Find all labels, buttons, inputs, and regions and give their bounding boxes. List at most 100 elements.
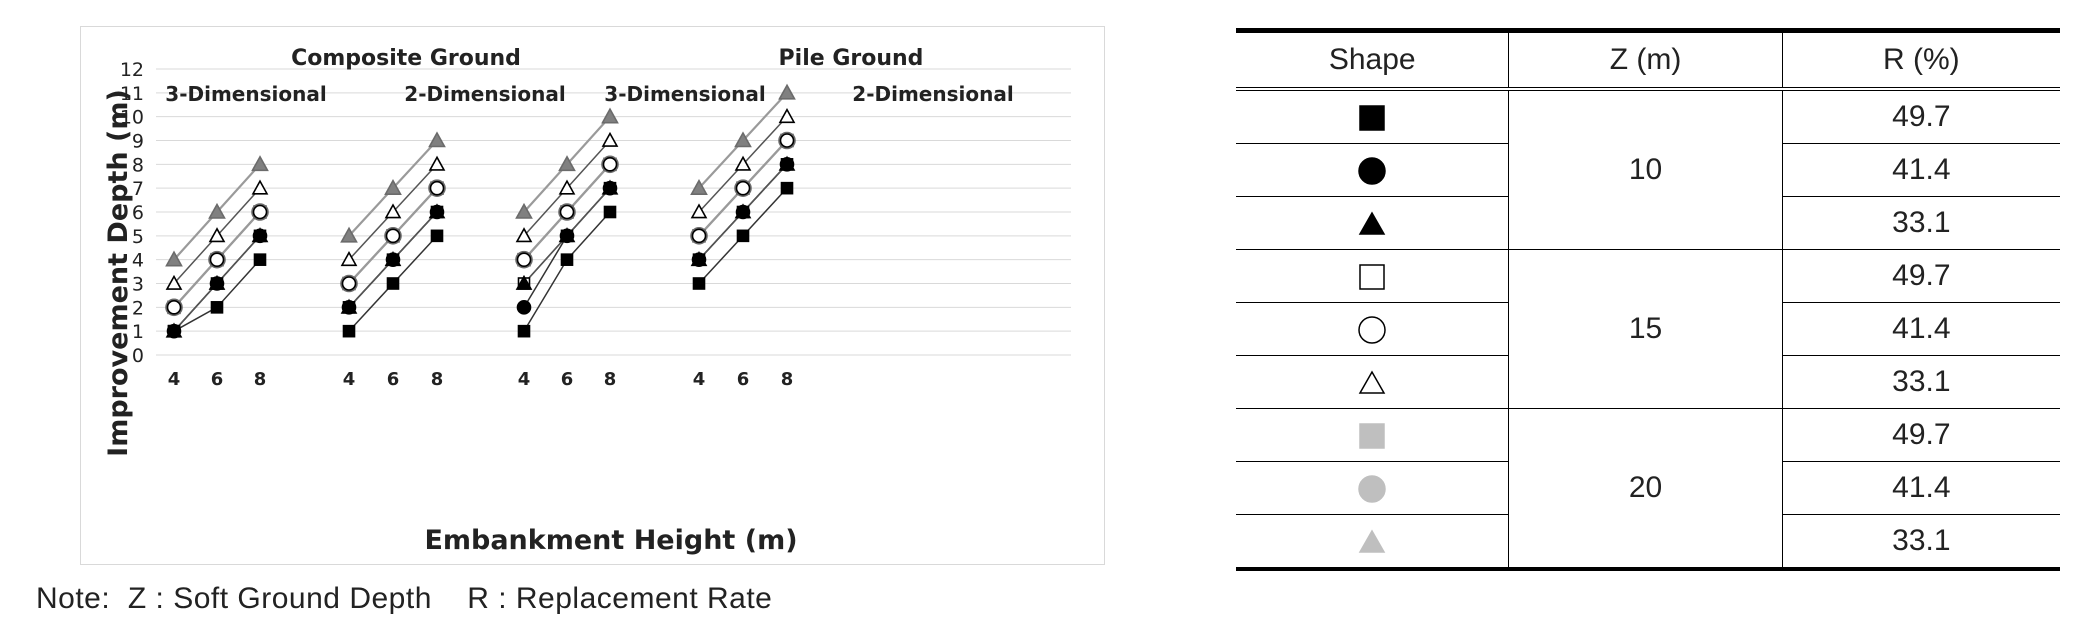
header-shape: Shape <box>1236 28 1509 91</box>
data-point-white-triangle <box>558 179 576 195</box>
data-point-white-circle <box>516 252 532 267</box>
chart-panel-2 <box>515 107 619 338</box>
data-point-black-triangle <box>251 227 269 243</box>
series-line <box>173 259 261 332</box>
x-tick-label: 8 <box>604 369 617 390</box>
legend-z-value: 10 <box>1508 89 1783 250</box>
data-point-black-square <box>253 253 267 266</box>
data-point-white-triangle <box>165 274 183 290</box>
data-point-white-triangle <box>690 203 708 219</box>
legend-white-square-icon <box>1236 249 1509 303</box>
legend-white-circle-icon <box>1236 302 1509 356</box>
data-point-gray-triangle <box>690 179 708 195</box>
data-point-gray-triangle <box>428 131 446 148</box>
data-point-gray-triangle <box>515 202 533 219</box>
legend-row: 41.4 <box>1236 302 2060 356</box>
data-point-black-triangle <box>690 251 708 267</box>
y-tick-label: 9 <box>132 131 144 153</box>
group-title-composite: Composite Ground <box>291 46 521 71</box>
y-tick-label: 11 <box>120 83 144 105</box>
panel-label-composite-2d: 2-Dimensional <box>404 82 565 106</box>
series-layer <box>165 83 796 339</box>
data-point-gray-triangle <box>778 83 796 100</box>
data-point-white-triangle <box>208 227 226 243</box>
legend-black-circle-icon <box>1236 143 1509 197</box>
legend-row: 20 49.7 <box>1236 408 2060 571</box>
legend-row: 10 49.7 <box>1236 89 2060 250</box>
data-point-white-circle <box>735 180 751 196</box>
panel-label-composite-3d: 3-Dimensional <box>165 82 326 106</box>
data-point-black-square <box>692 277 706 290</box>
data-point-black-triangle <box>340 298 358 314</box>
legend-r-value: 33.1 <box>1781 196 2060 250</box>
panel-label-pile-2d: 2-Dimensional <box>852 82 1013 106</box>
legend-r-value: 49.7 <box>1781 89 2060 144</box>
data-point-black-square <box>210 301 224 314</box>
y-tick-label: 10 <box>120 107 144 129</box>
x-tick-label: 6 <box>387 369 400 390</box>
data-point-white-circle <box>209 252 225 267</box>
legend-row: 41.4 <box>1236 461 2060 515</box>
data-point-black-square <box>560 253 574 266</box>
data-point-white-triangle <box>428 155 446 171</box>
chart-panel: 0 1 2 3 4 5 6 7 8 9 10 11 12 4 6 8 4 6 8 4 6 8 4 6 8 Improvement… <box>80 26 1105 565</box>
chart-panel-1 <box>340 131 446 338</box>
data-point-black-square <box>342 324 356 338</box>
y-tick-label: 7 <box>132 178 144 200</box>
data-point-white-circle <box>559 204 575 220</box>
legend-r-value: 33.1 <box>1781 514 2060 571</box>
y-tick-label: 6 <box>132 202 144 224</box>
data-point-black-triangle <box>558 227 576 243</box>
data-point-gray-triangle <box>251 155 269 172</box>
data-point-white-triangle <box>340 251 358 267</box>
legend-gray-triangle-icon <box>1236 514 1509 571</box>
header-r: R (%) <box>1781 28 2060 91</box>
data-point-white-circle <box>691 228 707 244</box>
legend-body: 10 49.7 41.4 33.1 15 49.7 41.4 33.1 20 49.7 41.4 33… <box>1236 89 2060 571</box>
data-point-white-triangle <box>384 203 402 219</box>
y-tick-label: 1 <box>132 321 144 343</box>
legend-row: 33.1 <box>1236 355 2060 409</box>
header-z: Z (m) <box>1508 28 1783 91</box>
data-point-white-circle <box>429 180 445 196</box>
x-tick-label: 4 <box>518 369 531 390</box>
data-point-white-triangle <box>601 131 619 147</box>
legend-white-triangle-icon <box>1236 355 1509 409</box>
x-tick-label: 4 <box>343 369 356 390</box>
data-point-white-triangle <box>251 179 269 195</box>
data-point-black-square <box>603 205 617 219</box>
group-title-pile: Pile Ground <box>779 46 924 71</box>
legend-table: Shape Z (m) R (%) 10 49.7 41.4 33.1 15 49.7 41… <box>1236 28 2060 571</box>
legend-black-triangle-icon <box>1236 196 1509 250</box>
x-tick-label: 4 <box>693 369 706 390</box>
y-tick-label: 3 <box>132 274 144 296</box>
data-point-black-triangle <box>734 203 752 219</box>
data-point-white-triangle <box>734 155 752 171</box>
data-point-black-triangle <box>601 179 619 195</box>
legend-row: 41.4 <box>1236 143 2060 197</box>
y-axis-label: Improvement Depth (m) <box>103 89 134 457</box>
data-point-black-square <box>780 181 794 195</box>
note-z-definition: Z : Soft Ground Depth <box>127 582 432 615</box>
data-point-gray-triangle <box>734 131 752 148</box>
y-tick-label: 4 <box>132 250 144 272</box>
data-point-white-circle <box>252 204 268 220</box>
x-tick-label: 6 <box>211 369 224 390</box>
legend-r-value: 33.1 <box>1781 355 2060 409</box>
legend-r-value: 49.7 <box>1781 408 2060 462</box>
x-tick-label: 6 <box>561 369 574 390</box>
x-tick-label: 6 <box>737 369 750 390</box>
legend-black-square-icon <box>1236 89 1509 144</box>
data-point-white-triangle <box>515 227 533 243</box>
legend-r-value: 41.4 <box>1781 302 2060 356</box>
data-point-black-square <box>386 277 400 290</box>
data-point-white-circle <box>779 133 795 148</box>
data-point-black-square <box>430 229 444 243</box>
legend-r-value: 41.4 <box>1781 461 2060 515</box>
data-point-gray-triangle <box>165 250 183 267</box>
note: Note: Z : Soft Ground Depth R : Replacem… <box>36 582 772 616</box>
data-point-black-triangle <box>428 203 446 219</box>
x-axis-label: Embankment Height (m) <box>424 525 797 556</box>
